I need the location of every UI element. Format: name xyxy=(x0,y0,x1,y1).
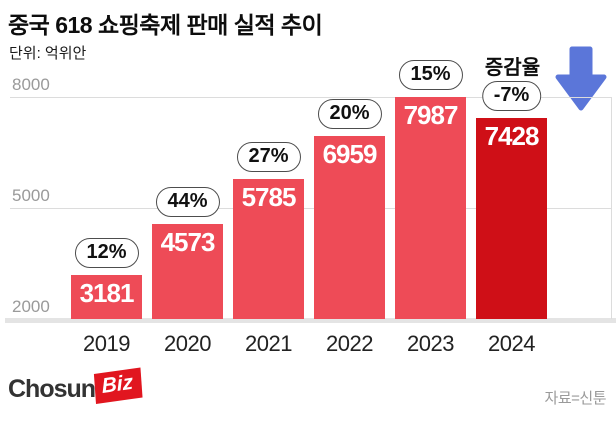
growth-rate-pill: 44% xyxy=(155,186,220,217)
gridline-5000 xyxy=(10,208,612,209)
y-axis-tick-label: 5000 xyxy=(12,186,50,205)
bar-value-label: 7987 xyxy=(403,100,459,131)
y-axis-tick-label: 8000 xyxy=(12,75,50,94)
growth-rate-pill: 12% xyxy=(74,238,139,269)
x-axis-label-2023: 2023 xyxy=(407,331,454,356)
x-axis-label-2020: 2020 xyxy=(164,331,211,356)
bar-value-label: 4573 xyxy=(160,226,216,257)
growth-rate-pill: -7% xyxy=(481,81,542,112)
gridline-2000 xyxy=(5,318,616,323)
bar-value-label: 3181 xyxy=(79,278,135,309)
logo-biz-badge: Biz xyxy=(93,367,143,404)
growth-rate-pill: 27% xyxy=(236,141,301,172)
x-axis-label-2024: 2024 xyxy=(488,331,535,356)
bar-2019: 3181 xyxy=(71,275,142,319)
bar-2022: 6959 xyxy=(314,135,385,319)
growth-rate-pill: 15% xyxy=(398,60,463,91)
bar-value-label: 6959 xyxy=(322,138,378,169)
bar-2021: 5785 xyxy=(233,178,304,319)
chosunbiz-logo: Chosun Biz xyxy=(8,367,143,404)
x-axis-label-2022: 2022 xyxy=(326,331,373,356)
bar-2023: 7987 xyxy=(395,97,466,319)
x-axis-label-2021: 2021 xyxy=(245,331,292,356)
bar-value-label: 5785 xyxy=(241,181,297,212)
growth-rate-legend: 증감율 xyxy=(484,57,541,79)
y-axis-tick-label: 2000 xyxy=(12,297,50,316)
logo-chosun-text: Chosun xyxy=(8,374,96,403)
bar-value-label: 7428 xyxy=(484,121,540,152)
gridline-8000 xyxy=(10,97,612,98)
unit-label: 단위: 억위안 xyxy=(9,45,87,62)
decline-down-arrow-icon xyxy=(555,46,607,117)
x-axis-label-2019: 2019 xyxy=(83,331,130,356)
bar-2020: 4573 xyxy=(152,223,223,319)
source-credit: 자료=신툰 xyxy=(544,390,607,407)
plot-right-border xyxy=(611,97,612,319)
growth-rate-pill: 20% xyxy=(317,98,382,129)
bar-2024: 7428 xyxy=(476,118,547,319)
page-title: 중국 618 쇼핑축제 판매 실적 추이 xyxy=(8,12,323,38)
